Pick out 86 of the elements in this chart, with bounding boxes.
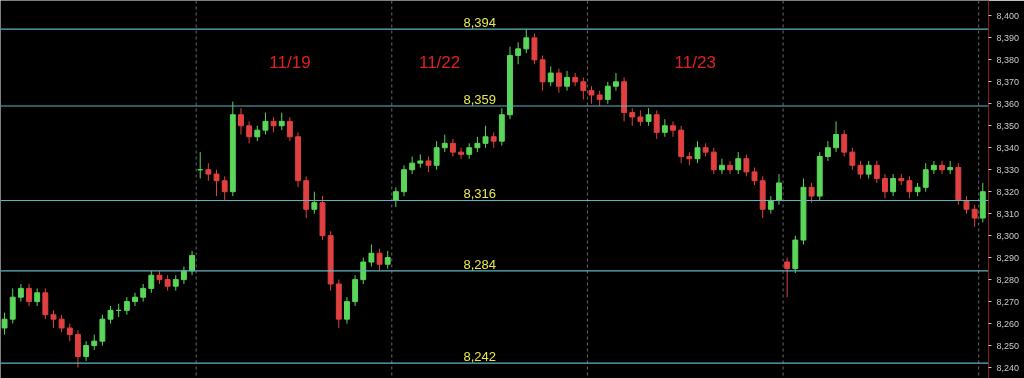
annotation: 11/22	[418, 53, 461, 73]
candlestick	[99, 314, 106, 347]
candlestick	[515, 41, 522, 65]
candlestick	[433, 140, 440, 171]
candlestick	[246, 120, 253, 144]
y-tick-label: 8,370	[996, 76, 1020, 87]
y-tick-label: 8,390	[996, 32, 1020, 43]
candlestick	[718, 158, 725, 175]
candlestick	[653, 109, 660, 140]
candlestick	[906, 175, 913, 199]
candlestick	[833, 120, 840, 153]
y-tick-label: 8,350	[996, 120, 1020, 131]
candlestick	[882, 173, 888, 199]
candlestick	[580, 76, 587, 100]
candlestick	[531, 32, 538, 65]
candlestick	[939, 160, 945, 175]
y-tick-label: 8,280	[996, 274, 1020, 285]
candlestick	[9, 287, 16, 325]
candlestick	[694, 140, 701, 164]
candlestick	[604, 81, 611, 105]
candlestick	[710, 147, 717, 175]
y-tick-label: 8,360	[996, 98, 1020, 109]
annotation: 11/23	[674, 53, 716, 73]
candlestick	[42, 287, 49, 320]
candlestick	[238, 107, 244, 136]
candlestick	[286, 116, 293, 142]
candlestick	[808, 182, 815, 204]
candlestick	[922, 162, 929, 193]
candlestick	[727, 160, 734, 175]
candlestick	[1, 312, 8, 336]
candlestick	[743, 153, 750, 177]
candlestick	[873, 160, 880, 184]
candlestick	[352, 274, 359, 307]
candlestick	[555, 68, 562, 94]
candlestick	[401, 164, 407, 197]
y-tick-label: 8,240	[996, 362, 1020, 373]
candlestick	[26, 283, 32, 307]
candlestick	[344, 296, 350, 325]
candlestick	[75, 329, 81, 369]
candlestick	[482, 125, 489, 149]
candlestick	[613, 72, 619, 92]
ref-line-label: 8,359	[463, 91, 496, 107]
candlestick	[824, 140, 831, 162]
candlestick	[930, 160, 937, 175]
annotation: 11/19	[269, 53, 311, 73]
candlestick	[132, 292, 138, 307]
candlestick	[311, 191, 318, 215]
candlestick	[360, 257, 367, 285]
candlestick	[523, 28, 530, 54]
candlestick	[376, 248, 383, 272]
candlestick	[148, 270, 155, 294]
candlestick	[262, 112, 269, 136]
ref-line-label: 8,394	[463, 15, 496, 31]
y-tick-label: 8,330	[996, 164, 1020, 175]
candlestick	[213, 169, 220, 197]
ref-line-label: 8,316	[463, 186, 496, 202]
candlestick	[83, 340, 90, 362]
candlestick	[368, 243, 375, 267]
candlestick	[849, 147, 856, 171]
ref-line-label: 8,242	[463, 349, 496, 365]
y-tick-label: 8,380	[996, 54, 1020, 65]
candlestick	[564, 70, 570, 92]
candlestick	[661, 118, 668, 138]
candlestick	[971, 204, 978, 228]
candlestick	[547, 65, 554, 87]
ref-line-label: 8,284	[463, 256, 496, 272]
candlestick	[735, 151, 742, 175]
y-tick-label: 8,310	[996, 208, 1020, 219]
y-tick-label: 8,260	[996, 318, 1020, 329]
y-tick-label: 8,400	[996, 10, 1020, 21]
candlestick	[539, 54, 546, 92]
candlestick	[784, 257, 791, 298]
y-tick-label: 8,340	[996, 142, 1020, 153]
y-tick-label: 8,320	[996, 186, 1020, 197]
y-tick-label: 8,300	[996, 230, 1020, 241]
candlestick	[841, 129, 848, 158]
candlestick	[776, 173, 782, 206]
candlestick	[890, 173, 897, 197]
candlestick	[458, 147, 465, 160]
candlestick	[392, 186, 399, 208]
candlestick	[189, 250, 196, 276]
candlestick	[221, 175, 228, 201]
y-tick-label: 8,270	[996, 296, 1020, 307]
y-tick-label: 8,290	[996, 252, 1020, 263]
y-tick-label: 8,250	[996, 340, 1020, 351]
candlestick	[670, 120, 676, 138]
